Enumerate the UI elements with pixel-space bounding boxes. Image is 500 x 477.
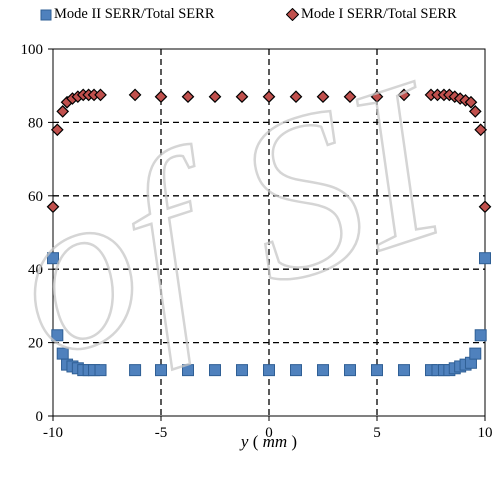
grid-lines	[53, 49, 485, 416]
mode-i-point	[262, 90, 276, 104]
mode-ii-point	[129, 364, 142, 377]
mode-i-point	[154, 90, 168, 104]
mode-ii-point	[263, 364, 275, 377]
mode-ii-point	[182, 364, 194, 377]
series-mode-ii	[47, 252, 491, 377]
mode-ii-point	[469, 347, 482, 360]
x-tick-label: -5	[155, 425, 168, 441]
x-tick-label: -10	[43, 425, 63, 441]
mode-i-point	[343, 90, 357, 104]
mode-i-point	[46, 200, 60, 214]
x-axis-label: y ( mm )	[239, 432, 297, 451]
y-tick-label: 80	[28, 115, 43, 131]
diamond-marker-icon	[286, 8, 299, 21]
mode-i-point	[181, 90, 195, 104]
mode-i-point	[474, 123, 488, 137]
mode-ii-point	[56, 347, 69, 360]
mode-ii-point	[236, 364, 248, 377]
y-tick-label: 100	[21, 42, 44, 58]
mode-i-point	[235, 90, 249, 104]
mode-ii-point	[317, 364, 329, 377]
mode-ii-point	[94, 364, 107, 377]
legend-item-mode-i: Mode I SERR/Total SERR	[286, 6, 457, 23]
mode-ii-point	[479, 252, 491, 265]
mode-i-point	[370, 90, 384, 104]
mode-ii-point	[51, 329, 64, 342]
y-axis-ticks: 0 20 40 60 80 100	[21, 42, 53, 425]
mode-ii-point	[209, 364, 221, 377]
mode-i-point	[50, 123, 64, 137]
legend: Mode II SERR/Total SERR Mode I SERR/Tota…	[40, 2, 500, 26]
mode-i-point	[397, 88, 411, 102]
mode-ii-point	[398, 364, 410, 377]
y-tick-label: 20	[28, 336, 43, 352]
mode-i-point	[464, 95, 478, 109]
x-axis-label-var: y	[239, 432, 249, 451]
y-tick-label: 40	[28, 262, 43, 278]
mode-i-point	[208, 90, 222, 104]
mode-ii-point	[290, 364, 302, 377]
legend-item-mode-ii: Mode II SERR/Total SERR	[40, 6, 215, 23]
mode-ii-point	[344, 364, 356, 377]
x-tick-label: 5	[373, 425, 381, 441]
mode-ii-point	[371, 364, 383, 377]
mode-ii-point	[474, 329, 487, 342]
mode-ii-point	[155, 364, 167, 377]
mode-i-point	[478, 200, 492, 214]
x-axis-ticks: -10 -5 0 5 10	[43, 416, 493, 441]
mode-i-point	[94, 88, 107, 102]
mode-i-point	[468, 105, 482, 118]
x-tick-label: 10	[478, 425, 493, 441]
mode-i-point	[316, 90, 330, 104]
legend-label-mode-i: Mode I SERR/Total SERR	[301, 6, 457, 22]
x-tick-label: 0	[265, 425, 273, 441]
square-marker-icon	[40, 9, 52, 20]
mode-i-point	[289, 90, 303, 104]
series-mode-i	[46, 88, 492, 214]
mode-i-point	[56, 105, 70, 118]
mode-ii-point	[47, 252, 59, 265]
legend-label-mode-ii: Mode II SERR/Total SERR	[54, 6, 215, 22]
x-axis-label-unit: mm	[263, 432, 288, 451]
mode-i-point	[128, 88, 142, 102]
y-tick-label: 60	[28, 189, 43, 205]
y-tick-label: 0	[36, 409, 44, 425]
